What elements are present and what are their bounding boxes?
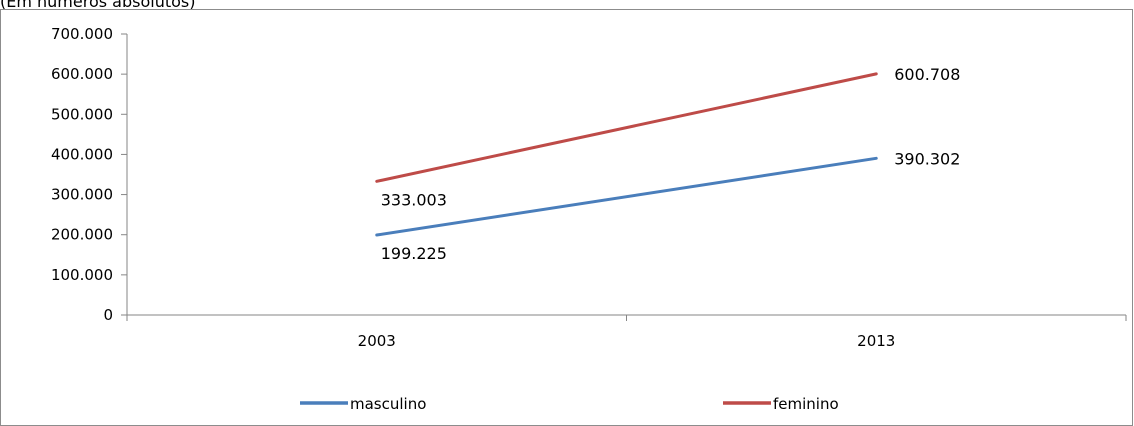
y-tick-label: 700.000	[51, 25, 113, 43]
data-label-feminino: 333.003	[381, 190, 447, 209]
x-tick-label: 2013	[857, 332, 895, 350]
series-layer: 199.225 390.302 333.003 600.708	[375, 65, 960, 263]
chart-subtitle: (Em números absolutos)	[0, 0, 196, 11]
series-line-feminino	[375, 72, 878, 183]
axes: 0 100.000 200.000 300.000 400.000 500.000 600.…	[51, 25, 1127, 350]
y-tick-label: 500.000	[51, 105, 113, 123]
chart-border	[0, 9, 1133, 426]
data-label-masculino: 390.302	[894, 149, 960, 168]
y-tick-label: 400.000	[51, 145, 113, 163]
y-tick-label: 300.000	[51, 186, 113, 204]
legend: masculino feminino	[300, 395, 839, 413]
y-tick-label: 0	[103, 306, 113, 324]
data-label-feminino: 600.708	[894, 65, 960, 84]
data-label-masculino: 199.225	[381, 244, 447, 263]
legend-label-feminino: feminino	[773, 395, 839, 413]
y-tick-label: 100.000	[51, 266, 113, 284]
y-tick-label: 200.000	[51, 226, 113, 244]
x-tick-label: 2003	[358, 332, 396, 350]
series-line-masculino	[375, 156, 878, 237]
legend-label-masculino: masculino	[350, 395, 426, 413]
y-tick-label: 600.000	[51, 65, 113, 83]
